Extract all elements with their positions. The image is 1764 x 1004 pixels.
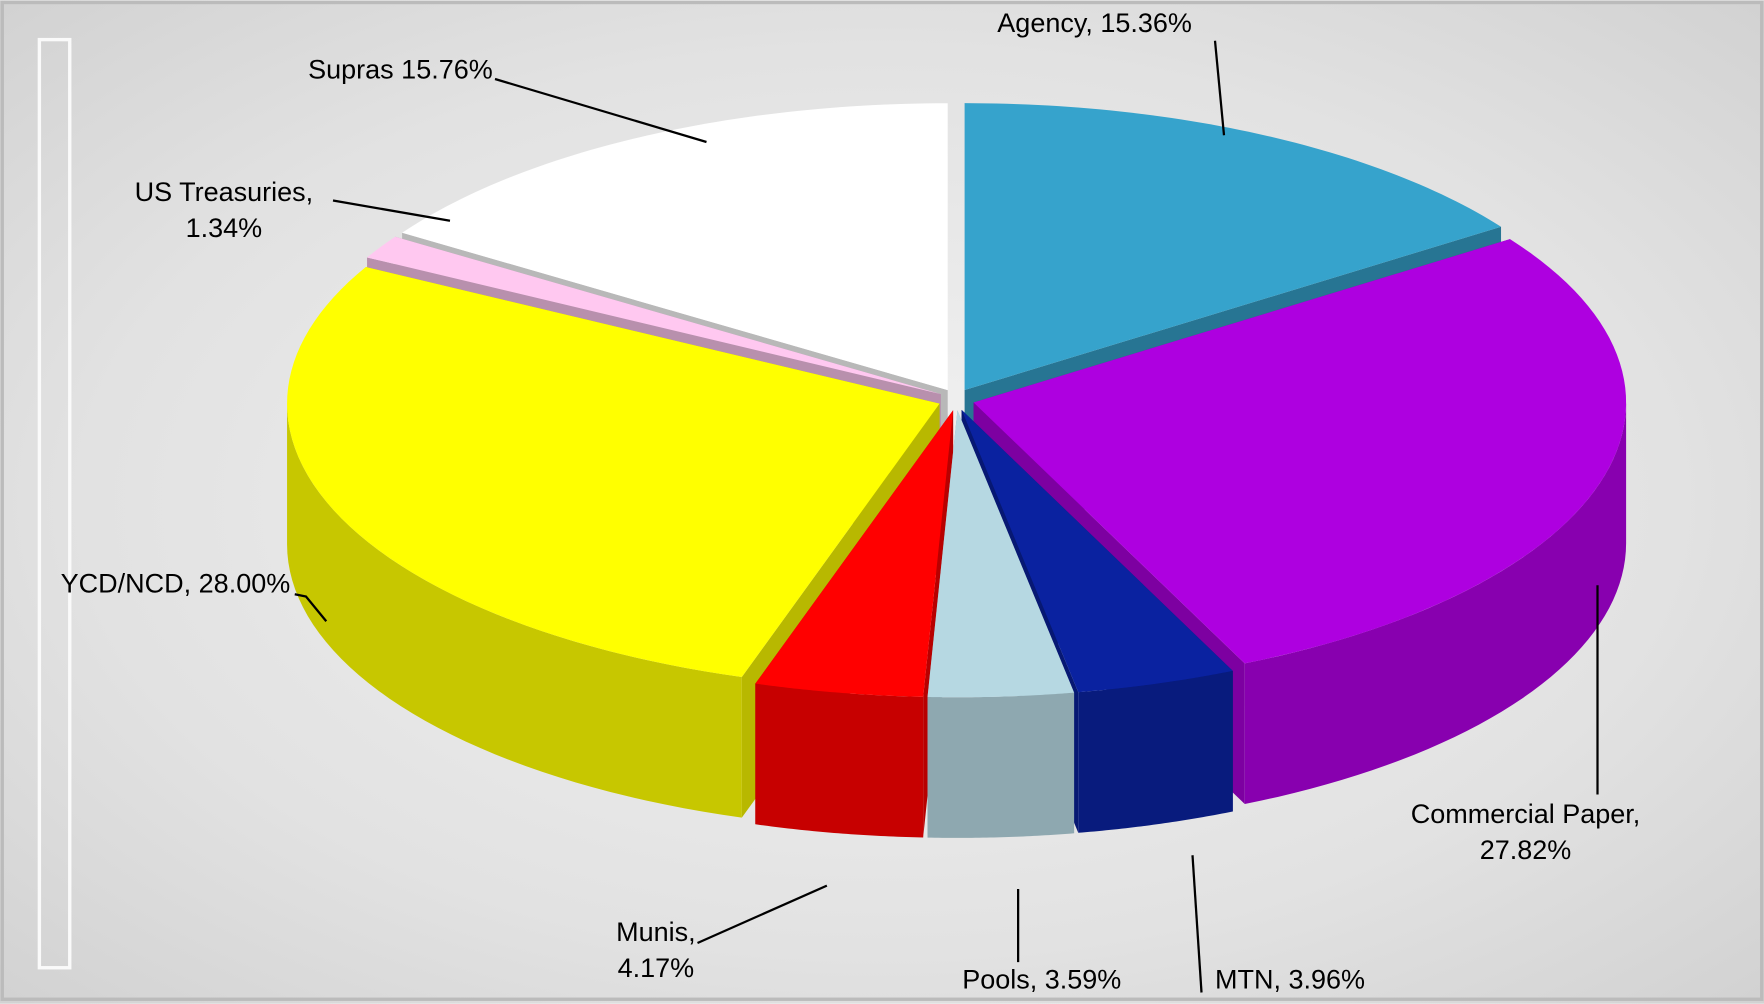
leader-line [294, 593, 328, 622]
slice [367, 236, 941, 395]
data-label: Supras 15.76% [308, 54, 493, 84]
slice [973, 239, 1627, 664]
slice [961, 409, 1233, 693]
slice-side [287, 403, 742, 818]
slice [964, 103, 1502, 391]
side-bar [37, 37, 72, 970]
leader-line [697, 884, 828, 945]
data-label: MTN, 3.96% [1215, 964, 1365, 994]
slice-side [1244, 402, 1627, 805]
data-label: Pools, 3.59% [962, 964, 1121, 994]
slice [755, 410, 954, 697]
slice [927, 410, 1075, 698]
slice-side [755, 683, 924, 838]
data-label: Munis, [616, 917, 696, 947]
leader-line [332, 199, 451, 222]
data-label: 4.17% [618, 953, 695, 983]
data-label: 27.82% [1480, 835, 1572, 865]
leader-line [1213, 40, 1226, 136]
slice [402, 103, 948, 391]
data-label: 1.34% [186, 213, 263, 243]
leader-line [1191, 855, 1203, 993]
slice-side [927, 692, 1075, 838]
slice-side [1078, 670, 1233, 833]
data-label: Agency, 15.36% [997, 8, 1192, 38]
leader-line [494, 77, 707, 144]
data-label: Commercial Paper, [1411, 799, 1641, 829]
slice [287, 267, 940, 678]
data-label: YCD/NCD, 28.00% [61, 568, 291, 598]
data-label: US Treasuries, [135, 177, 314, 207]
